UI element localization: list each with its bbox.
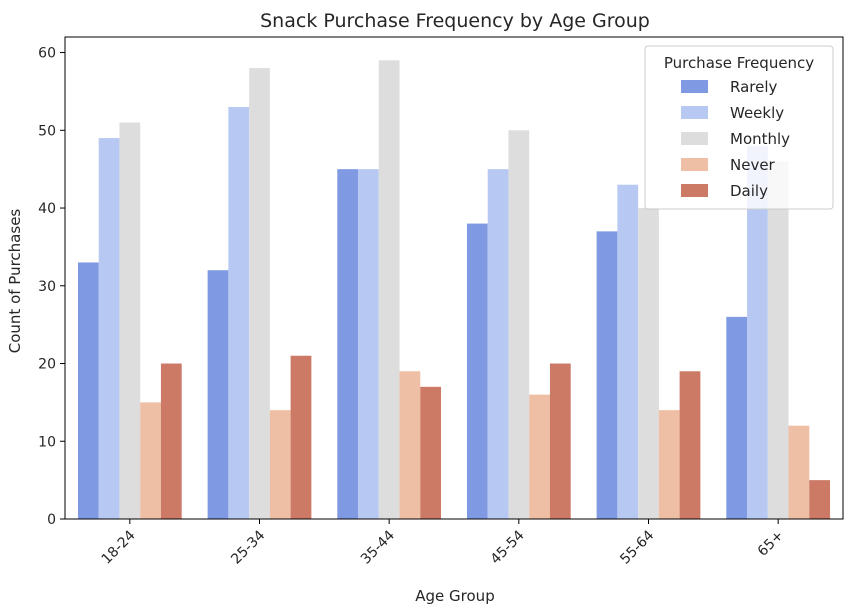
x-tick-label: 18-24	[99, 527, 139, 567]
bar-monthly-65+	[767, 161, 789, 519]
y-tick-label: 40	[38, 201, 56, 217]
bar-monthly-18-24	[119, 122, 141, 520]
bar-never-35-44	[399, 371, 421, 519]
legend-label-weekly: Weekly	[730, 104, 784, 122]
y-tick-label: 0	[47, 512, 56, 528]
legend-swatch-never	[681, 158, 708, 171]
bar-monthly-45-54	[508, 130, 530, 520]
bar-weekly-18-24	[98, 138, 120, 519]
y-tick-label: 10	[38, 434, 56, 450]
bar-never-55-64	[658, 410, 680, 519]
bar-rarely-45-54	[466, 223, 488, 519]
legend-label-never: Never	[730, 156, 776, 174]
bar-monthly-55-64	[638, 208, 659, 519]
legend-label-daily: Daily	[730, 182, 768, 200]
bar-never-25-34	[269, 410, 291, 519]
x-axis-label: Age Group	[415, 587, 494, 605]
y-tick-label: 30	[38, 279, 56, 295]
legend-swatch-daily	[681, 184, 708, 197]
bar-never-65+	[788, 425, 810, 519]
legend-title: Purchase Frequency	[664, 54, 814, 72]
y-tick-label: 60	[38, 46, 56, 62]
legend-label-monthly: Monthly	[730, 130, 790, 148]
bar-rarely-25-34	[207, 270, 229, 519]
bar-weekly-25-34	[228, 106, 250, 519]
bar-weekly-35-44	[358, 169, 379, 519]
legend: Purchase Frequency Rarely Weekly Monthly Nev…	[644, 45, 834, 210]
bar-monthly-25-34	[249, 68, 270, 519]
bar-rarely-55-64	[596, 231, 618, 519]
x-tick-label: 25-34	[228, 527, 268, 567]
bar-monthly-35-44	[378, 60, 400, 519]
bar-daily-55-64	[679, 371, 701, 519]
bar-daily-35-44	[420, 386, 442, 519]
bar-rarely-65+	[726, 316, 748, 519]
bar-rarely-18-24	[77, 262, 99, 519]
legend-swatch-weekly	[681, 106, 708, 119]
bar-never-18-24	[140, 402, 161, 519]
bar-weekly-65+	[747, 145, 768, 519]
y-tick-label: 50	[38, 123, 56, 139]
plot-area: 0 10 20 30 40 50 60 18-24 25-34 35-44 45-54 55-64 65…	[38, 36, 844, 568]
bar-weekly-45-54	[487, 169, 509, 519]
x-tick-label: 35-44	[358, 527, 398, 567]
axes-frame	[64, 36, 844, 520]
x-tick-label: 45-54	[488, 527, 528, 567]
y-axis-label: Count of Purchases	[6, 209, 24, 354]
bar-daily-45-54	[549, 363, 571, 519]
bar-daily-25-34	[290, 355, 312, 519]
legend-label-rarely: Rarely	[730, 78, 778, 96]
chart-title: Snack Purchase Frequency by Age Group	[260, 10, 650, 32]
y-tick-label: 20	[38, 357, 56, 373]
legend-swatch-rarely	[681, 80, 708, 93]
bar-never-45-54	[529, 394, 550, 519]
x-tick-label: 55-64	[617, 527, 657, 567]
bar-rarely-35-44	[337, 169, 359, 519]
bar-weekly-55-64	[617, 184, 639, 519]
x-tick-label: 65+	[755, 528, 787, 560]
bar-daily-18-24	[160, 363, 182, 519]
legend-swatch-monthly	[681, 132, 708, 145]
bar-daily-65+	[809, 480, 831, 519]
